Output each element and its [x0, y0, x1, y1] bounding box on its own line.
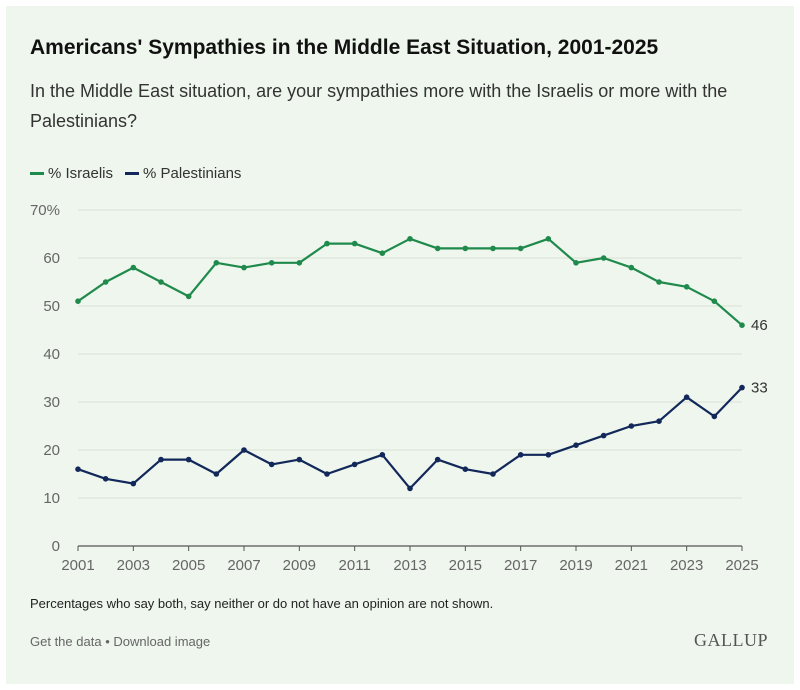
data-point-palestinians [185, 456, 192, 463]
data-point-israelis [683, 284, 690, 290]
chart-title: Americans' Sympathies in the Middle East… [30, 36, 659, 59]
data-point-israelis [600, 255, 607, 261]
y-tick-label: 0 [52, 538, 60, 555]
footnote: Percentages who say both, say neither or… [30, 596, 494, 611]
x-tick-label: 2001 [61, 557, 94, 574]
legend-swatch-israelis [30, 171, 44, 175]
data-point-palestinians [407, 485, 413, 492]
legend-swatch-palestinians [125, 171, 140, 175]
data-point-palestinians [656, 418, 662, 425]
x-tick-label: 2017 [504, 557, 537, 574]
x-tick-label: 2021 [615, 557, 648, 574]
data-point-palestinians [711, 413, 718, 420]
data-point-israelis [434, 245, 441, 252]
link-separator: • [105, 634, 110, 649]
data-point-israelis [628, 264, 635, 271]
legend-label-israelis: % Israelis [48, 164, 114, 182]
chart-subtitle: In the Middle East situation, are your s… [30, 81, 728, 131]
data-point-palestinians [490, 471, 496, 477]
data-point-palestinians [628, 423, 635, 429]
data-point-palestinians [739, 384, 745, 391]
y-tick-label: 30 [43, 394, 60, 411]
data-point-israelis [75, 298, 81, 305]
end-value-label-israelis: 46 [751, 317, 768, 334]
data-point-israelis [517, 245, 524, 252]
data-point-israelis [296, 260, 303, 266]
data-point-palestinians [434, 456, 441, 463]
series-line-palestinians [77, 386, 743, 490]
data-point-palestinians [573, 442, 579, 449]
data-point-palestinians [462, 466, 469, 473]
data-point-israelis [241, 264, 247, 271]
data-point-israelis [711, 298, 718, 305]
y-tick-label: 10 [43, 490, 60, 507]
data-point-palestinians [351, 461, 358, 468]
chart-card: Americans' Sympathies in the Middle East… [6, 6, 794, 684]
data-point-israelis [656, 279, 662, 285]
data-point-palestinians [683, 394, 690, 401]
data-point-israelis [545, 236, 552, 242]
legend: % Israelis % Palestinians [30, 162, 253, 184]
data-point-israelis [268, 260, 275, 266]
data-point-palestinians [296, 456, 303, 463]
x-tick-label: 2013 [393, 557, 426, 574]
data-point-israelis [462, 245, 469, 252]
data-point-palestinians [213, 471, 220, 477]
data-point-israelis [102, 279, 109, 285]
data-point-israelis [351, 240, 358, 247]
data-point-palestinians [158, 456, 164, 463]
x-tick-label: 2025 [725, 557, 758, 574]
x-tick-label: 2009 [283, 557, 316, 574]
x-tick-label: 2023 [670, 557, 703, 574]
data-point-israelis [490, 245, 496, 252]
data-point-israelis [407, 236, 413, 242]
download-image-link[interactable]: Download image [113, 634, 211, 649]
y-tick-label: 60 [43, 250, 60, 267]
data-point-palestinians [600, 432, 607, 439]
legend-label-palestinians: % Palestinians [143, 164, 242, 182]
data-point-israelis [158, 279, 164, 285]
y-tick-label: 40 [43, 346, 60, 363]
x-tick-label: 2007 [227, 557, 260, 574]
y-tick-label: 50 [43, 298, 60, 315]
data-point-israelis [324, 240, 330, 247]
footer-links: Get the data • Download image [30, 634, 210, 649]
data-point-israelis [213, 260, 220, 266]
legend-item-israelis: % Israelis [30, 165, 113, 182]
data-point-israelis [739, 322, 745, 329]
data-point-palestinians [268, 461, 275, 468]
y-tick-label: 20 [43, 442, 60, 459]
gallup-logo: GALLUP [694, 630, 768, 650]
data-point-palestinians [379, 452, 386, 458]
data-point-palestinians [130, 480, 137, 487]
legend-item-palestinians: % Palestinians [125, 165, 241, 182]
x-tick-label: 2019 [559, 557, 592, 574]
data-point-israelis [379, 250, 386, 256]
data-point-palestinians [241, 447, 247, 453]
data-point-palestinians [545, 452, 552, 458]
x-tick-label: 2003 [117, 557, 150, 574]
end-value-label-palestinians: 33 [751, 380, 768, 397]
x-tick-label: 2015 [449, 557, 482, 574]
series-line-israelis [77, 237, 743, 327]
line-chart: 0 10 20 30 40 50 60 70% 2001 2003 2005 2007 2009 2011… [30, 202, 768, 574]
data-point-israelis [130, 264, 137, 271]
y-tick-label: 70% [30, 202, 60, 219]
data-point-palestinians [75, 466, 81, 473]
get-data-link[interactable]: Get the data [30, 634, 102, 649]
data-point-palestinians [517, 452, 524, 458]
x-tick-label: 2005 [172, 557, 205, 574]
data-point-palestinians [324, 471, 330, 477]
x-tick-label: 2011 [339, 557, 371, 574]
data-point-israelis [573, 260, 579, 266]
data-point-israelis [185, 293, 192, 300]
data-point-palestinians [102, 476, 109, 482]
